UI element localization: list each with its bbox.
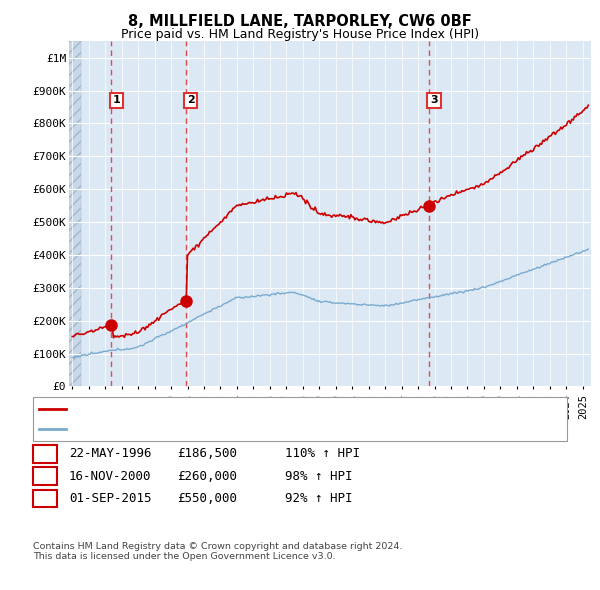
Text: £186,500: £186,500 bbox=[177, 447, 237, 460]
Text: 110% ↑ HPI: 110% ↑ HPI bbox=[285, 447, 360, 460]
Text: 01-SEP-2015: 01-SEP-2015 bbox=[69, 492, 151, 505]
Text: Price paid vs. HM Land Registry's House Price Index (HPI): Price paid vs. HM Land Registry's House … bbox=[121, 28, 479, 41]
Text: 8, MILLFIELD LANE, TARPORLEY, CW6 0BF (detached house): 8, MILLFIELD LANE, TARPORLEY, CW6 0BF (d… bbox=[70, 405, 404, 414]
Text: 92% ↑ HPI: 92% ↑ HPI bbox=[285, 492, 353, 505]
Text: 98% ↑ HPI: 98% ↑ HPI bbox=[285, 470, 353, 483]
Text: 1: 1 bbox=[41, 447, 49, 460]
Text: 8, MILLFIELD LANE, TARPORLEY, CW6 0BF: 8, MILLFIELD LANE, TARPORLEY, CW6 0BF bbox=[128, 14, 472, 29]
Text: 16-NOV-2000: 16-NOV-2000 bbox=[69, 470, 151, 483]
Text: 3: 3 bbox=[430, 96, 438, 106]
Text: 2: 2 bbox=[187, 96, 194, 106]
Text: 1: 1 bbox=[113, 96, 120, 106]
Text: £260,000: £260,000 bbox=[177, 470, 237, 483]
Text: 3: 3 bbox=[41, 492, 49, 505]
Text: HPI: Average price, detached house, Cheshire West and Chester: HPI: Average price, detached house, Ches… bbox=[70, 424, 428, 434]
Text: 22-MAY-1996: 22-MAY-1996 bbox=[69, 447, 151, 460]
Text: £550,000: £550,000 bbox=[177, 492, 237, 505]
Text: 2: 2 bbox=[41, 470, 49, 483]
Polygon shape bbox=[69, 41, 80, 386]
Text: Contains HM Land Registry data © Crown copyright and database right 2024.
This d: Contains HM Land Registry data © Crown c… bbox=[33, 542, 403, 561]
